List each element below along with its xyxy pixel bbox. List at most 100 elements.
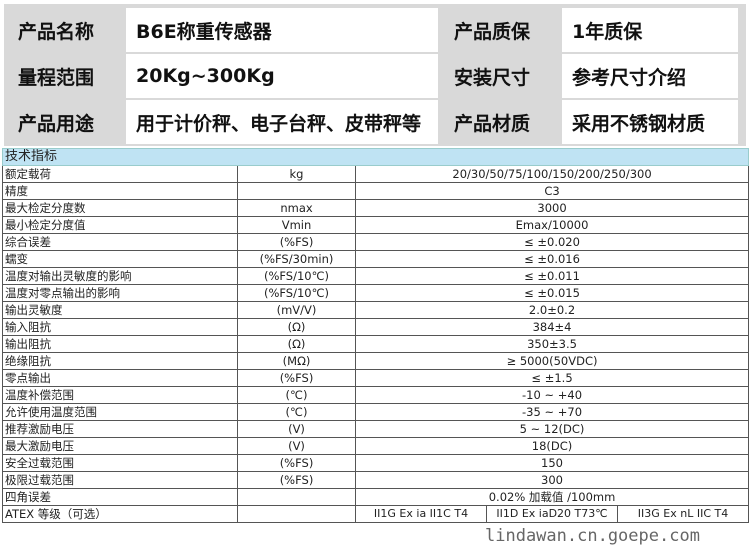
summary-value: 采用不锈钢材质 xyxy=(562,100,738,144)
spec-row: 输出灵敏度 (mV/V) 2.0±0.2 xyxy=(2,301,750,319)
atex-row: ATEX 等级（可选） II1G Ex ia II1C T4 II1D Ex i… xyxy=(2,505,750,523)
spec-name: 极限过载范围 xyxy=(2,471,238,489)
spec-row: 最大检定分度数 nmax 3000 xyxy=(2,199,750,217)
spec-value: ≤ ±1.5 xyxy=(354,369,750,387)
spec-row: 温度对输出灵敏度的影响 (%FS/10℃) ≤ ±0.011 xyxy=(2,267,750,285)
spec-name: 温度补偿范围 xyxy=(2,386,238,404)
spec-value: 2.0±0.2 xyxy=(354,301,750,319)
spec-unit: (Ω) xyxy=(237,318,356,336)
spec-value: ≤ ±0.015 xyxy=(354,284,750,302)
summary-value: 20Kg~300Kg xyxy=(126,54,438,98)
spec-value: ≤ ±0.016 xyxy=(354,250,750,268)
spec-name: 最小检定分度值 xyxy=(2,216,238,234)
spec-row: 精度 C3 xyxy=(2,182,750,200)
spec-value: 384±4 xyxy=(354,318,750,336)
spec-unit: (%FS) xyxy=(237,233,356,251)
atex-option: II1G Ex ia II1C T4 xyxy=(355,505,487,523)
spec-name: 输出阻抗 xyxy=(2,335,238,353)
spec-row: 绝缘阻抗 (MΩ) ≥ 5000(50VDC) xyxy=(2,352,750,370)
atex-option: II1D Ex iaD20 T73℃ xyxy=(486,505,618,523)
spec-row: 蠕变 (%FS/30min) ≤ ±0.016 xyxy=(2,250,750,268)
summary-row: 产品名称 B6E称重传感器 产品质保 1年质保 xyxy=(4,8,738,52)
spec-row: 温度补偿范围 (℃) -10 ~ +40 xyxy=(2,386,750,404)
spec-value: 18(DC) xyxy=(354,437,750,455)
spec-name: 推荐激励电压 xyxy=(2,420,238,438)
spec-value: -35 ~ +70 xyxy=(354,403,750,421)
spec-table: 技术指标 额定载荷 kg 20/30/50/75/100/150/200/250/3… xyxy=(1,148,750,523)
spec-unit xyxy=(237,182,356,200)
spec-name: 输出灵敏度 xyxy=(2,301,238,319)
summary-value: B6E称重传感器 xyxy=(126,8,438,52)
spec-name: 零点输出 xyxy=(2,369,238,387)
spec-value: C3 xyxy=(354,182,750,200)
spec-name: 绝缘阻抗 xyxy=(2,352,238,370)
spec-row: 综合误差 (%FS) ≤ ±0.020 xyxy=(2,233,750,251)
spec-value: Emax/10000 xyxy=(354,216,750,234)
summary-label: 产品名称 xyxy=(4,8,124,52)
spec-unit: (%FS/30min) xyxy=(237,250,356,268)
spec-unit: (℃) xyxy=(237,403,356,421)
spec-name: 温度对零点输出的影响 xyxy=(2,284,238,302)
spec-row: 最小检定分度值 Vmin Emax/10000 xyxy=(2,216,750,234)
spec-title: 技术指标 xyxy=(1,148,750,166)
summary-label: 量程范围 xyxy=(4,54,124,98)
spec-name: 温度对输出灵敏度的影响 xyxy=(2,267,238,285)
spec-name: 精度 xyxy=(2,182,238,200)
spec-name: 允许使用温度范围 xyxy=(2,403,238,421)
summary-value: 1年质保 xyxy=(562,8,738,52)
watermark: lindawan.cn.goepe.com xyxy=(485,526,700,546)
summary-label: 安装尺寸 xyxy=(440,54,560,98)
spec-row: 允许使用温度范围 (℃) -35 ~ +70 xyxy=(2,403,750,421)
spec-unit: kg xyxy=(237,165,356,183)
spec-name: 最大激励电压 xyxy=(2,437,238,455)
summary-value: 参考尺寸介绍 xyxy=(562,54,738,98)
spec-unit: (℃) xyxy=(237,386,356,404)
atex-label: ATEX 等级（可选） xyxy=(2,505,238,523)
spec-name: 输入阻抗 xyxy=(2,318,238,336)
spec-name: 四角误差 xyxy=(2,488,238,506)
summary-label: 产品材质 xyxy=(440,100,560,144)
spec-value: 20/30/50/75/100/150/200/250/300 xyxy=(354,165,750,183)
spec-row: 最大激励电压 (V) 18(DC) xyxy=(2,437,750,455)
spec-unit: (MΩ) xyxy=(237,352,356,370)
spec-unit: (%FS/10℃) xyxy=(237,267,356,285)
spec-name: 综合误差 xyxy=(2,233,238,251)
spec-unit: (%FS/10℃) xyxy=(237,284,356,302)
spec-value: 5 ~ 12(DC) xyxy=(354,420,750,438)
spec-row: 额定载荷 kg 20/30/50/75/100/150/200/250/300 xyxy=(2,165,750,183)
spec-unit: (%FS) xyxy=(237,471,356,489)
spec-value: 0.02% 加载值 /100mm xyxy=(354,488,750,506)
atex-option: II3G Ex nL IIC T4 xyxy=(616,505,750,523)
summary-label: 产品用途 xyxy=(4,100,124,144)
spec-name: 安全过载范围 xyxy=(2,454,238,472)
summary-label: 产品质保 xyxy=(440,8,560,52)
spec-name: 最大检定分度数 xyxy=(2,199,238,217)
summary-row: 量程范围 20Kg~300Kg 安装尺寸 参考尺寸介绍 xyxy=(4,54,738,98)
spec-value: ≥ 5000(50VDC) xyxy=(354,352,750,370)
atex-unit xyxy=(237,505,356,523)
spec-unit: Vmin xyxy=(237,216,356,234)
spec-row: 极限过载范围 (%FS) 300 xyxy=(2,471,750,489)
spec-unit: (V) xyxy=(237,420,356,438)
spec-row: 推荐激励电压 (V) 5 ~ 12(DC) xyxy=(2,420,750,438)
spec-name: 蠕变 xyxy=(2,250,238,268)
spec-row: 输入阻抗 (Ω) 384±4 xyxy=(2,318,750,336)
spec-unit xyxy=(237,488,356,506)
spec-unit: (Ω) xyxy=(237,335,356,353)
spec-value: ≤ ±0.020 xyxy=(354,233,750,251)
spec-unit: (mV/V) xyxy=(237,301,356,319)
spec-row: 安全过载范围 (%FS) 150 xyxy=(2,454,750,472)
summary-value: 用于计价秤、电子台秤、皮带秤等 xyxy=(126,100,438,144)
spec-value: 3000 xyxy=(354,199,750,217)
spec-row: 四角误差 0.02% 加载值 /100mm xyxy=(2,488,750,506)
spec-unit: nmax xyxy=(237,199,356,217)
spec-unit: (%FS) xyxy=(237,369,356,387)
spec-value: 300 xyxy=(354,471,750,489)
spec-unit: (%FS) xyxy=(237,454,356,472)
spec-value: -10 ~ +40 xyxy=(354,386,750,404)
spec-value: 350±3.5 xyxy=(354,335,750,353)
spec-unit: (V) xyxy=(237,437,356,455)
spec-row: 输出阻抗 (Ω) 350±3.5 xyxy=(2,335,750,353)
spec-value: ≤ ±0.011 xyxy=(354,267,750,285)
spec-row: 温度对零点输出的影响 (%FS/10℃) ≤ ±0.015 xyxy=(2,284,750,302)
